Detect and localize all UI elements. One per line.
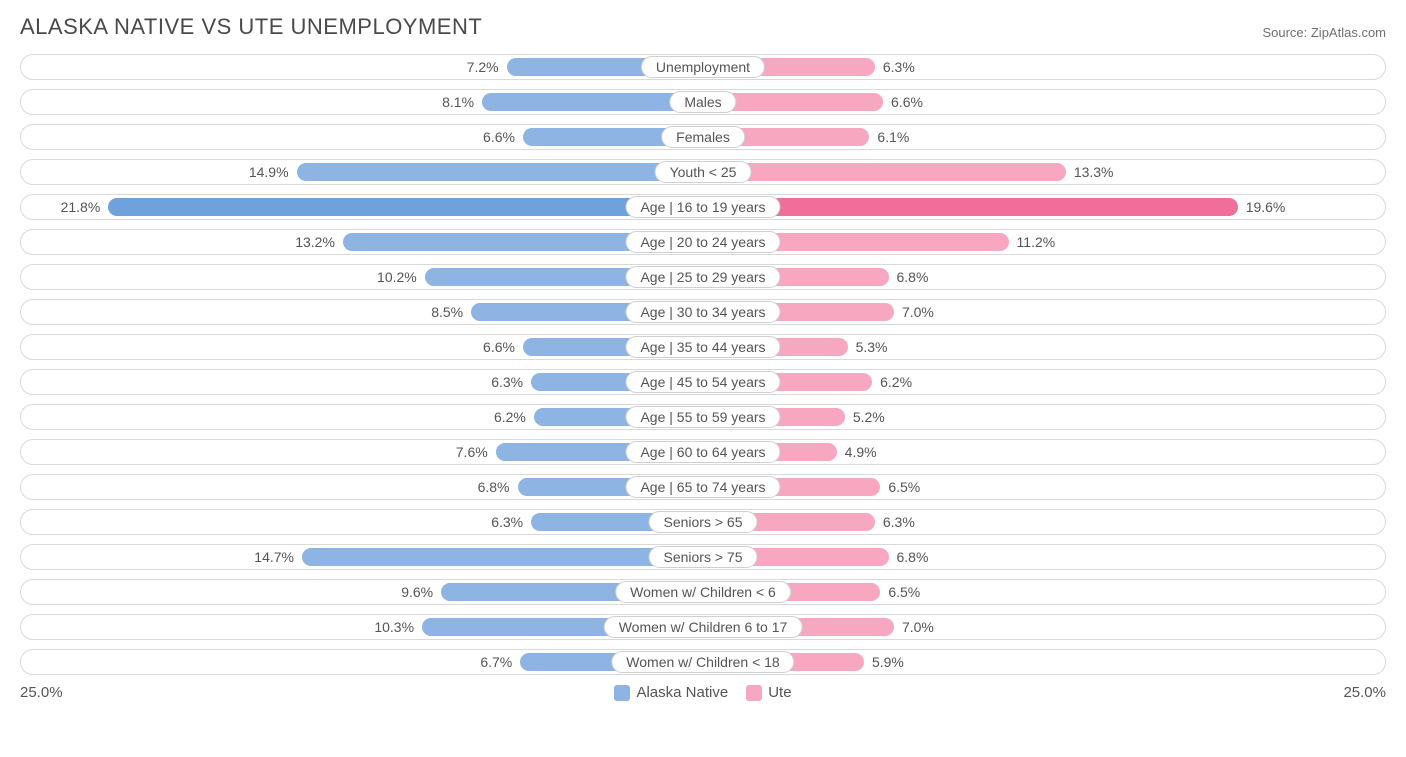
bar-value-right: 6.6% — [883, 94, 931, 110]
bar-value-right: 11.2% — [1009, 234, 1064, 250]
chart-row: 14.7% 6.8% Seniors > 75 — [20, 544, 1386, 570]
bar-value-right: 6.3% — [875, 514, 923, 530]
bar-value-left: 10.3% — [366, 619, 422, 635]
bar-value-right: 6.1% — [869, 129, 917, 145]
bar-value-left: 7.2% — [459, 59, 507, 75]
legend-label-right: Ute — [768, 684, 791, 701]
category-pill: Age | 30 to 34 years — [625, 301, 780, 323]
chart-row: 10.3% 7.0% Women w/ Children 6 to 17 — [20, 614, 1386, 640]
axis-max-right: 25.0% — [1343, 684, 1386, 701]
bar-value-left: 6.6% — [475, 339, 523, 355]
category-pill: Women w/ Children 6 to 17 — [604, 616, 803, 638]
bar-value-right: 5.3% — [848, 339, 896, 355]
chart-row: 6.7% 5.9% Women w/ Children < 18 — [20, 649, 1386, 675]
category-pill: Women w/ Children < 6 — [615, 581, 791, 603]
legend-swatch-right — [746, 685, 762, 701]
bar-value-left: 10.2% — [369, 269, 425, 285]
bar-value-left: 6.8% — [470, 479, 518, 495]
chart-row: 6.3% 6.2% Age | 45 to 54 years — [20, 369, 1386, 395]
bar-left — [297, 163, 703, 181]
bar-value-right: 6.5% — [880, 584, 928, 600]
bar-value-right: 6.8% — [889, 549, 937, 565]
bar-value-left: 14.9% — [241, 164, 297, 180]
chart-source: Source: ZipAtlas.com — [1262, 25, 1386, 40]
chart-row: 6.3% 6.3% Seniors > 65 — [20, 509, 1386, 535]
legend-item-left: Alaska Native — [614, 684, 728, 701]
chart-row: 6.2% 5.2% Age | 55 to 59 years — [20, 404, 1386, 430]
category-pill: Unemployment — [641, 56, 765, 78]
category-pill: Age | 60 to 64 years — [625, 441, 780, 463]
chart-row: 8.5% 7.0% Age | 30 to 34 years — [20, 299, 1386, 325]
bar-value-right: 19.6% — [1238, 199, 1294, 215]
bar-value-left: 6.3% — [483, 514, 531, 530]
chart-row: 8.1% 6.6% Males — [20, 89, 1386, 115]
bar-left — [302, 548, 703, 566]
bar-left — [108, 198, 703, 216]
bar-value-left: 21.8% — [53, 199, 109, 215]
bar-right — [703, 198, 1238, 216]
chart-row: 7.6% 4.9% Age | 60 to 64 years — [20, 439, 1386, 465]
bar-value-right: 7.0% — [894, 304, 942, 320]
bar-value-left: 9.6% — [393, 584, 441, 600]
chart-row: 6.8% 6.5% Age | 65 to 74 years — [20, 474, 1386, 500]
bar-value-left: 8.5% — [423, 304, 471, 320]
bar-value-left: 6.3% — [483, 374, 531, 390]
bar-value-right: 6.2% — [872, 374, 920, 390]
bar-right — [703, 163, 1066, 181]
chart-title: ALASKA NATIVE VS UTE UNEMPLOYMENT — [20, 14, 482, 40]
legend-label-left: Alaska Native — [636, 684, 728, 701]
bar-value-right: 7.0% — [894, 619, 942, 635]
chart-footer: 25.0% Alaska Native Ute 25.0% — [20, 684, 1386, 701]
category-pill: Age | 16 to 19 years — [625, 196, 780, 218]
bar-value-right: 6.3% — [875, 59, 923, 75]
category-pill: Age | 55 to 59 years — [625, 406, 780, 428]
category-pill: Age | 25 to 29 years — [625, 266, 780, 288]
bar-value-left: 6.7% — [472, 654, 520, 670]
category-pill: Females — [661, 126, 745, 148]
bar-value-left: 6.6% — [475, 129, 523, 145]
chart-row: 14.9% 13.3% Youth < 25 — [20, 159, 1386, 185]
chart-row: 10.2% 6.8% Age | 25 to 29 years — [20, 264, 1386, 290]
bar-value-right: 6.5% — [880, 479, 928, 495]
bar-value-right: 5.9% — [864, 654, 912, 670]
bar-value-left: 8.1% — [434, 94, 482, 110]
bar-value-right: 13.3% — [1066, 164, 1122, 180]
bar-value-left: 6.2% — [486, 409, 534, 425]
chart-row: 7.2% 6.3% Unemployment — [20, 54, 1386, 80]
legend: Alaska Native Ute — [63, 684, 1344, 701]
category-pill: Age | 35 to 44 years — [625, 336, 780, 358]
bar-value-left: 13.2% — [287, 234, 343, 250]
category-pill: Youth < 25 — [655, 161, 752, 183]
bar-value-right: 6.8% — [889, 269, 937, 285]
category-pill: Seniors > 65 — [649, 511, 758, 533]
chart-row: 21.8% 19.6% Age | 16 to 19 years — [20, 194, 1386, 220]
chart-row: 6.6% 6.1% Females — [20, 124, 1386, 150]
legend-item-right: Ute — [746, 684, 791, 701]
chart-row: 13.2% 11.2% Age | 20 to 24 years — [20, 229, 1386, 255]
bar-value-left: 7.6% — [448, 444, 496, 460]
bar-value-left: 14.7% — [246, 549, 302, 565]
category-pill: Age | 20 to 24 years — [625, 231, 780, 253]
legend-swatch-left — [614, 685, 630, 701]
diverging-bar-chart: 7.2% 6.3% Unemployment 8.1% 6.6% Males 6.6% 6.1… — [20, 54, 1386, 675]
bar-value-right: 4.9% — [837, 444, 885, 460]
category-pill: Age | 65 to 74 years — [625, 476, 780, 498]
chart-row: 9.6% 6.5% Women w/ Children < 6 — [20, 579, 1386, 605]
axis-max-left: 25.0% — [20, 684, 63, 701]
category-pill: Seniors > 75 — [649, 546, 758, 568]
bar-value-right: 5.2% — [845, 409, 893, 425]
chart-row: 6.6% 5.3% Age | 35 to 44 years — [20, 334, 1386, 360]
category-pill: Age | 45 to 54 years — [625, 371, 780, 393]
chart-header: ALASKA NATIVE VS UTE UNEMPLOYMENT Source… — [20, 14, 1386, 40]
category-pill: Males — [669, 91, 736, 113]
category-pill: Women w/ Children < 18 — [611, 651, 794, 673]
